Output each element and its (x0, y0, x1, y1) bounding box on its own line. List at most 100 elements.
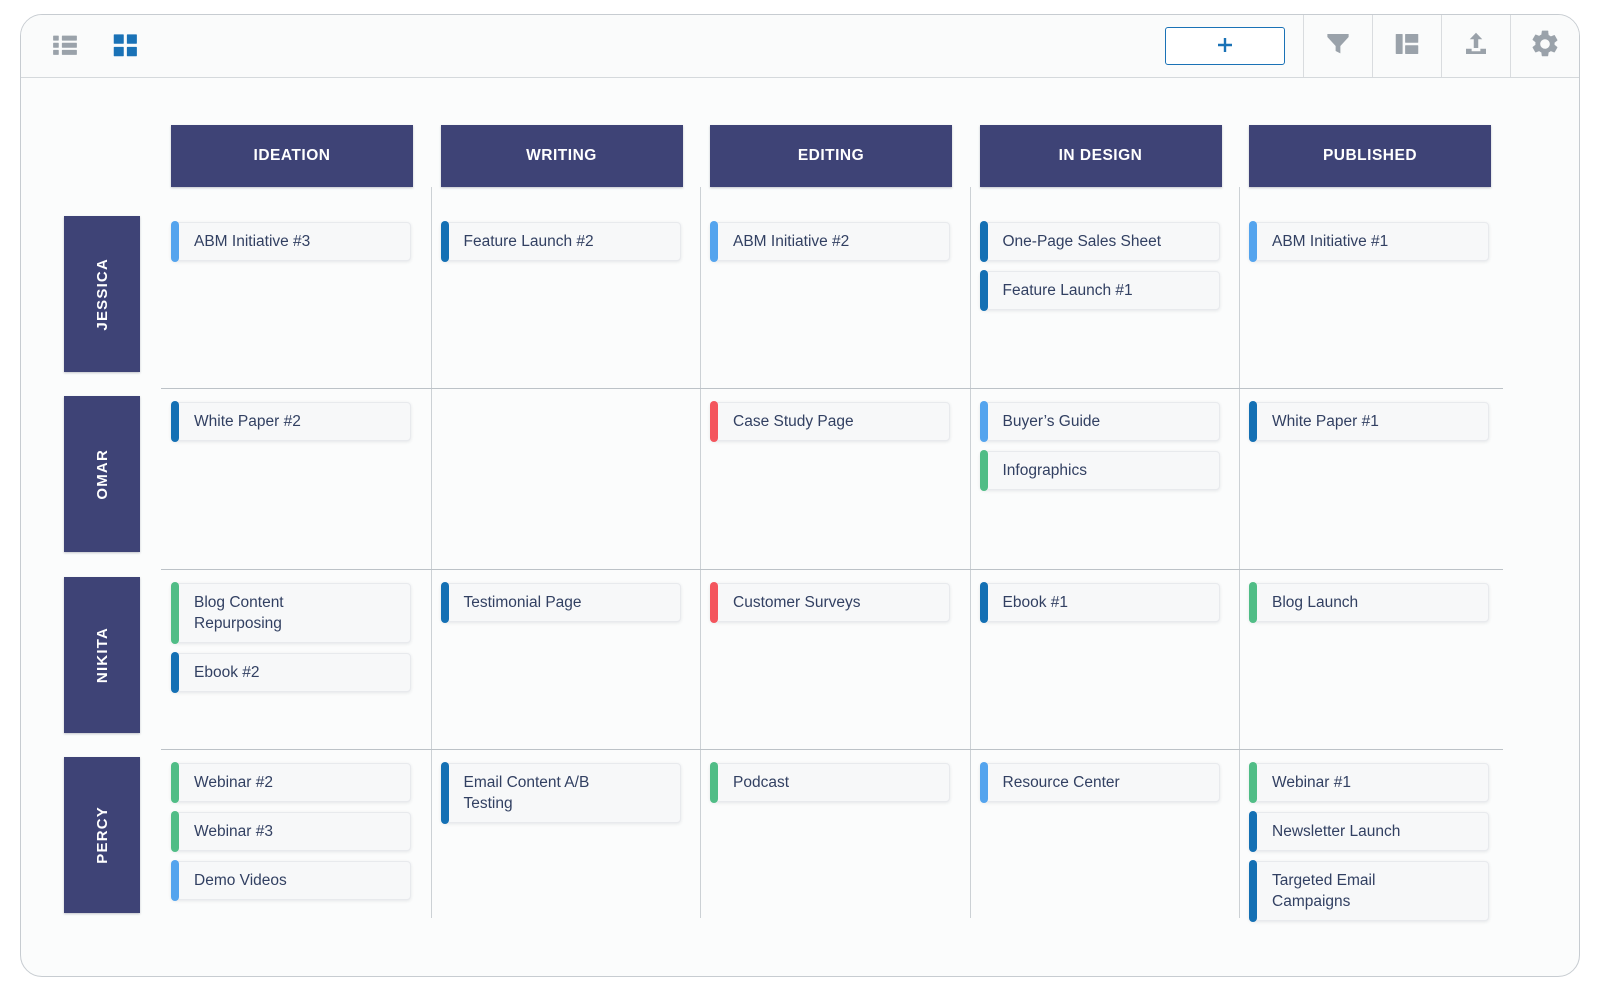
card-abm-initiative-1[interactable]: ABM Initiative #1 (1249, 221, 1489, 262)
cell-omar-writing (431, 396, 701, 576)
card-blog-content-repurposing[interactable]: Blog Content Repurposing (171, 581, 411, 644)
swimlane-label-percy: PERCY (64, 756, 140, 913)
card-title: Customer Surveys (733, 593, 861, 611)
card-white-paper-1[interactable]: White Paper #1 (1249, 401, 1489, 443)
cell-nikita-published: Blog Launch (1239, 577, 1509, 757)
card-accent-darkblue (171, 651, 179, 693)
card-accent-darkblue (1249, 401, 1257, 443)
card-infographics[interactable]: Infographics (979, 450, 1220, 492)
card-accent-green (171, 810, 179, 852)
card-accent-green (710, 761, 718, 803)
card-title: ABM Initiative #2 (733, 233, 850, 250)
card-accent-darkblue (979, 581, 988, 623)
toolbar-actions (1165, 15, 1579, 77)
card-ebook-1[interactable]: Ebook #1 (979, 581, 1220, 623)
cell-omar-editing: Case Study Page (700, 396, 970, 576)
card-webinar-3[interactable]: Webinar #3 (171, 810, 411, 852)
card-title: Ebook #1 (1002, 593, 1069, 611)
column-divider (430, 187, 432, 918)
cell-omar-ideation: White Paper #2 (161, 396, 431, 576)
card-abm-initiative-3[interactable]: ABM Initiative #3 (171, 221, 411, 262)
column-header-in-design: IN DESIGN (979, 125, 1222, 187)
card-accent-darkblue (979, 270, 988, 311)
card-accent-lightblue (171, 221, 179, 262)
swimlane-label-jessica: JESSICA (64, 216, 140, 372)
card-title: Blog Launch (1272, 593, 1359, 611)
toolbar (21, 15, 1579, 78)
card-title: ABM Initiative #3 (194, 233, 311, 250)
swimlane-label-text: OMAR (93, 448, 111, 500)
card-title: Newsletter Launch (1272, 822, 1401, 840)
column-header-writing: WRITING (440, 125, 683, 187)
card-blog-launch[interactable]: Blog Launch (1249, 581, 1489, 623)
swimlane-view-button[interactable] (1372, 15, 1441, 77)
export-button[interactable] (1441, 15, 1510, 77)
card-title: Feature Launch #2 (463, 233, 594, 250)
card-title: White Paper #2 (194, 413, 301, 431)
plus-icon (1213, 33, 1237, 60)
card-targeted-email-campaigns[interactable]: Targeted Email Campaigns (1249, 859, 1489, 922)
card-title: Email Content A/B Testing (463, 773, 590, 812)
cell-jessica-editing: ABM Initiative #2 (700, 216, 970, 396)
swimlane-label-omar: OMAR (64, 396, 140, 553)
card-feature-launch-2[interactable]: Feature Launch #2 (440, 221, 681, 262)
card-resource-center[interactable]: Resource Center (979, 761, 1220, 803)
card-buyer-s-guide[interactable]: Buyer’s Guide (979, 401, 1220, 443)
board-view-button[interactable] (109, 30, 141, 63)
column-header-published: PUBLISHED (1249, 125, 1491, 187)
card-accent-darkblue (171, 401, 179, 443)
cell-jessica-in-design: One-Page Sales Sheet Feature Launch #1 (970, 216, 1240, 396)
card-title: Infographics (1002, 462, 1087, 480)
card-demo-videos[interactable]: Demo Videos (171, 859, 411, 901)
cell-omar-in-design: Buyer’s Guide Infographics (970, 396, 1240, 576)
card-title: Podcast (733, 773, 790, 791)
card-title: Testimonial Page (463, 593, 582, 611)
card-abm-initiative-2[interactable]: ABM Initiative #2 (710, 221, 950, 262)
upload-icon (1461, 29, 1491, 64)
swimlane-label-text: NIKITA (93, 626, 111, 683)
card-accent-darkblue (440, 761, 449, 824)
card-customer-surveys[interactable]: Customer Surveys (710, 581, 950, 623)
card-accent-lightblue (171, 859, 179, 901)
card-one-page-sales-sheet[interactable]: One-Page Sales Sheet (979, 221, 1220, 262)
card-testimonial-page[interactable]: Testimonial Page (440, 581, 681, 623)
card-case-study-page[interactable]: Case Study Page (710, 401, 950, 443)
card-ebook-2[interactable]: Ebook #2 (171, 651, 411, 693)
cell-nikita-in-design: Ebook #1 (970, 577, 1240, 757)
cell-omar-published: White Paper #1 (1239, 396, 1509, 576)
cell-jessica-published: ABM Initiative #1 (1239, 216, 1509, 396)
cell-percy-published: Webinar #1 Newsletter Launch Targeted Emai… (1239, 757, 1509, 937)
card-accent-darkblue (1249, 859, 1257, 922)
swimlane-icon (1392, 29, 1422, 64)
card-feature-launch-1[interactable]: Feature Launch #1 (979, 270, 1220, 311)
card-email-content-a-b-testing[interactable]: Email Content A/B Testing (440, 761, 681, 824)
card-accent-darkblue (440, 581, 449, 623)
card-accent-lightblue (1249, 221, 1257, 262)
card-white-paper-2[interactable]: White Paper #2 (171, 401, 411, 443)
cell-percy-ideation: Webinar #2 Webinar #3 Demo Videos (161, 757, 431, 937)
card-title: Targeted Email Campaigns (1272, 871, 1376, 910)
card-title: Resource Center (1002, 773, 1120, 791)
row-divider (161, 568, 1503, 570)
cell-nikita-writing: Testimonial Page (431, 577, 701, 757)
card-accent-green (979, 450, 988, 492)
card-webinar-2[interactable]: Webinar #2 (171, 761, 411, 803)
card-title: White Paper #1 (1272, 413, 1379, 431)
card-webinar-1[interactable]: Webinar #1 (1249, 761, 1489, 803)
card-title: Demo Videos (194, 871, 287, 889)
cell-jessica-ideation: ABM Initiative #3 (161, 216, 431, 396)
board-area: IDEATION WRITING EDITING IN DESIGN PUBLISHED… (21, 15, 1579, 976)
card-accent-red (710, 581, 718, 623)
cell-nikita-ideation: Blog Content Repurposing Ebook #2 (161, 577, 431, 757)
settings-button[interactable] (1510, 15, 1579, 77)
card-accent-red (710, 401, 718, 443)
column-header-ideation: IDEATION (171, 125, 413, 187)
add-button[interactable] (1165, 27, 1285, 65)
filter-button[interactable] (1303, 15, 1372, 77)
card-podcast[interactable]: Podcast (710, 761, 950, 803)
card-newsletter-launch[interactable]: Newsletter Launch (1249, 810, 1489, 852)
row-divider (161, 388, 1503, 390)
list-view-button[interactable] (49, 30, 81, 63)
card-accent-green (1249, 581, 1257, 623)
